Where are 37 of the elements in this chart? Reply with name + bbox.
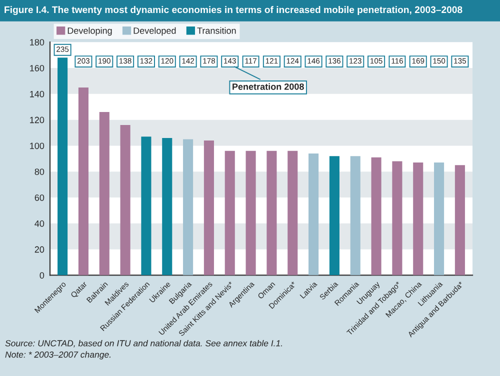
annotation: Penetration 2008 <box>232 83 304 90</box>
bar <box>224 150 235 276</box>
y-tick-label: 80 <box>34 168 44 175</box>
bar <box>162 138 172 276</box>
y-tick-label: 40 <box>34 220 44 227</box>
y-tick-label: 0 <box>40 272 44 279</box>
y-tick-label: 120 <box>30 116 44 124</box>
bar <box>78 87 88 276</box>
source-note: Source: UNCTAD, based on ITU and national data. See annex table I.1. <box>5 340 282 348</box>
bar <box>329 156 340 276</box>
bar <box>246 150 256 276</box>
bar <box>434 162 444 276</box>
bar <box>183 139 194 276</box>
bar <box>454 165 465 276</box>
y-tick-label: 60 <box>34 194 44 201</box>
bar <box>99 112 110 276</box>
bar <box>308 153 319 276</box>
y-tick-label: 20 <box>34 246 44 253</box>
bar <box>141 136 152 276</box>
legend-label: Transition <box>197 27 236 34</box>
bar <box>413 162 424 276</box>
bar <box>350 156 360 276</box>
bar <box>371 157 382 276</box>
y-tick-label: 160 <box>30 64 44 72</box>
y-tick-label: 140 <box>30 90 44 98</box>
bar <box>204 140 214 276</box>
legend-label: Developed <box>134 27 176 36</box>
bar <box>392 161 402 276</box>
bar <box>266 150 277 276</box>
y-tick-label: 180 <box>30 39 44 46</box>
bar <box>58 58 68 276</box>
y-tick-label: 100 <box>30 142 44 150</box>
bar <box>288 150 298 276</box>
chart-title: Figure I.4. The twenty most dynamic economies in terms of increased mobile penetration, 2003–2008 <box>4 6 462 16</box>
legend-label: Developing <box>68 27 112 36</box>
text: Note: * 2003–2007 change. <box>5 351 110 360</box>
bar <box>120 125 130 276</box>
